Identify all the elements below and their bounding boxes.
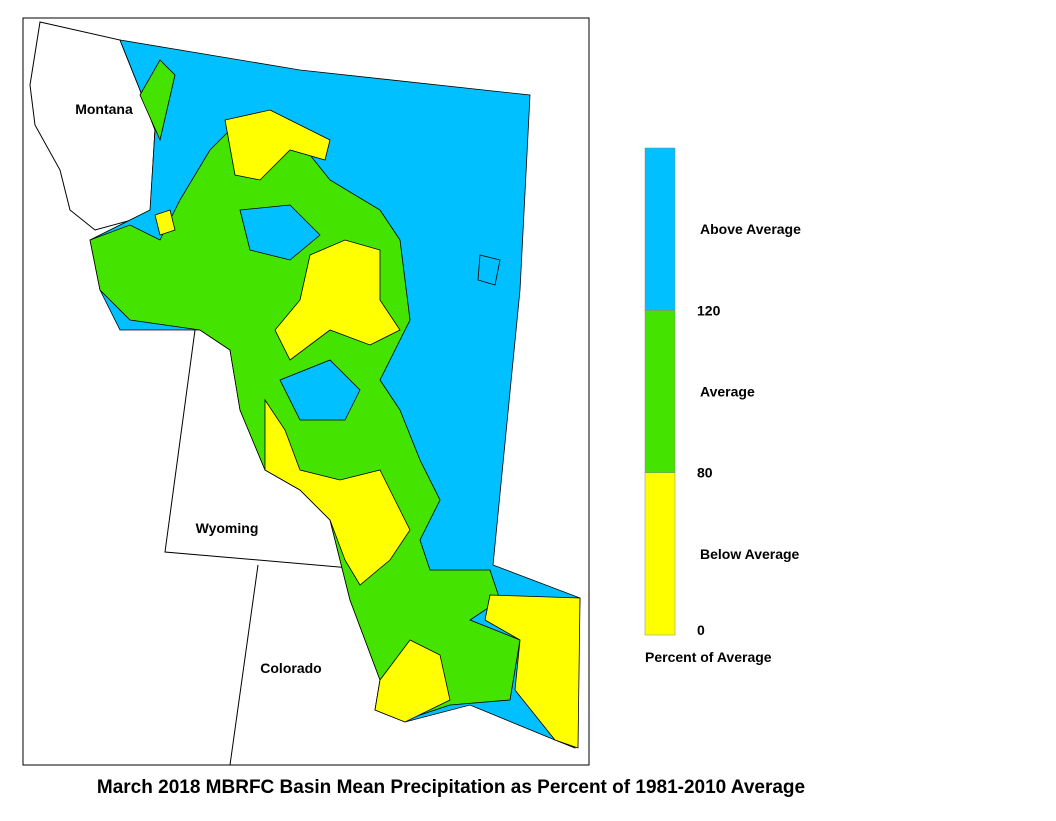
state-label: Montana: [75, 101, 133, 117]
legend-title: Percent of Average: [645, 649, 772, 665]
state-label: Colorado: [260, 660, 321, 676]
legend-tick: 80: [697, 465, 713, 481]
legend-swatch: [644, 147, 676, 311]
legend-label: Average: [700, 384, 755, 400]
legend-swatch: [644, 310, 676, 473]
legend-swatch: [644, 472, 676, 636]
map-title: March 2018 MBRFC Basin Mean Precipitatio…: [97, 777, 805, 798]
state-label: Wyoming: [196, 520, 259, 536]
legend-label: Above Average: [700, 221, 801, 237]
legend-tick: 120: [697, 302, 721, 318]
legend: Below Average Average Above Average 0 80 120 P…: [644, 147, 801, 665]
basins: [89, 39, 581, 749]
legend-label: Below Average: [700, 546, 800, 562]
legend-tick: 0: [697, 622, 705, 638]
